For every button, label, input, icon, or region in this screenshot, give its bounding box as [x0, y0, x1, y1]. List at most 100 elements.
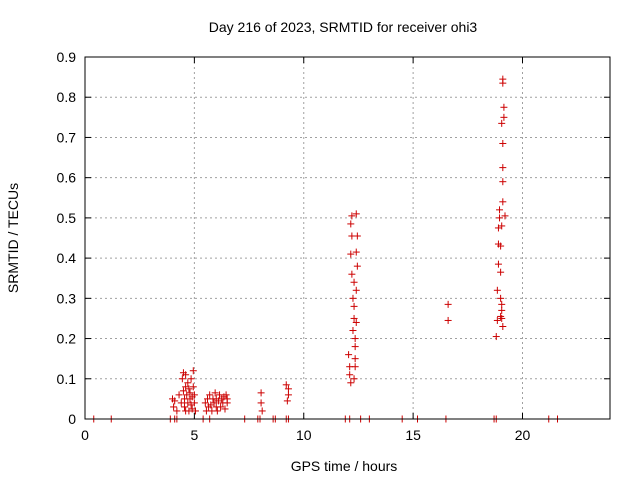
data-point [178, 375, 186, 383]
data-point [496, 206, 504, 214]
y-tick-label: 0.8 [57, 89, 77, 105]
y-tick-label: 0.6 [57, 170, 77, 186]
data-point [345, 351, 353, 359]
y-tick-label: 0.4 [57, 250, 77, 266]
data-point [497, 268, 505, 276]
data-point [501, 212, 509, 220]
grid-layer [85, 57, 610, 419]
data-point [351, 363, 359, 371]
data-point [206, 391, 214, 399]
x-tick-label: 20 [515, 427, 531, 443]
data-point [282, 381, 290, 389]
data-point [500, 103, 508, 111]
data-point [181, 403, 189, 411]
data-point [177, 399, 185, 407]
data-point [257, 399, 265, 407]
data-point [347, 379, 355, 387]
data-point [258, 407, 266, 415]
data-point [349, 327, 357, 335]
data-point [352, 248, 360, 256]
data-point [284, 385, 292, 393]
data-point [221, 405, 229, 413]
y-tick-label: 0.5 [57, 210, 77, 226]
data-point [493, 286, 501, 294]
data-point [499, 178, 507, 186]
data-point [211, 389, 219, 397]
y-tick-label: 0.2 [57, 331, 77, 347]
data-point [499, 198, 507, 206]
data-point [492, 333, 500, 341]
points-layer [90, 75, 561, 423]
data-point [352, 318, 360, 326]
data-point [348, 212, 356, 220]
data-point [353, 262, 361, 270]
data-point [352, 210, 360, 218]
data-point [444, 300, 452, 308]
data-point [498, 119, 506, 127]
x-tick-label: 10 [296, 427, 312, 443]
data-point [179, 387, 187, 395]
data-point [498, 314, 506, 322]
data-point [201, 399, 209, 407]
data-point [499, 79, 507, 87]
data-point [190, 399, 198, 407]
chart-title: Day 216 of 2023, SRMTID for receiver ohi… [209, 19, 478, 35]
data-point [186, 389, 194, 397]
data-point [185, 385, 193, 393]
data-point [497, 294, 505, 302]
data-point [350, 302, 358, 310]
data-point [284, 391, 292, 399]
data-point [349, 294, 357, 302]
y-tick-label: 0.1 [57, 371, 77, 387]
x-tick-label: 15 [405, 427, 421, 443]
data-point [499, 322, 507, 330]
data-point [191, 407, 199, 415]
data-point [171, 397, 179, 405]
data-point [347, 220, 355, 228]
data-point [496, 214, 504, 222]
data-point [350, 375, 358, 383]
data-point [498, 306, 506, 314]
data-point [444, 316, 452, 324]
data-point [213, 407, 221, 415]
data-point [351, 343, 359, 351]
data-point [351, 355, 359, 363]
data-point [184, 379, 192, 387]
data-point [189, 383, 197, 391]
x-tick-label: 5 [190, 427, 198, 443]
data-point [352, 286, 360, 294]
data-point [190, 391, 198, 399]
data-point [170, 403, 178, 411]
data-point [497, 242, 505, 250]
data-point [493, 316, 501, 324]
data-point [222, 391, 230, 399]
data-point [175, 391, 183, 399]
x-tick-label: 0 [81, 427, 89, 443]
data-point [173, 407, 181, 415]
data-point [498, 300, 506, 308]
data-point [494, 260, 502, 268]
data-point [351, 335, 359, 343]
data-point [283, 397, 291, 405]
data-point [223, 395, 231, 403]
plot-frame [84, 56, 611, 420]
data-point [189, 367, 197, 375]
data-point [348, 270, 356, 278]
axis-layer: 0 0.1 0.2 0.3 0.4 0.5 0.6 0.7 0.8 0.9 0 5 10 15 20 [57, 49, 611, 443]
data-point [498, 222, 506, 230]
data-point [350, 314, 358, 322]
data-point [217, 403, 225, 411]
data-point [216, 391, 224, 399]
y-axis-label: SRMTID / TECUs [5, 183, 21, 293]
data-point [499, 164, 507, 172]
y-tick-label: 0.7 [57, 129, 77, 145]
data-point [499, 139, 507, 147]
data-point [353, 232, 361, 240]
data-point [182, 371, 190, 379]
data-point [187, 375, 195, 383]
data-point [350, 278, 358, 286]
data-point [500, 113, 508, 121]
data-point [210, 399, 218, 407]
data-point [257, 389, 265, 397]
